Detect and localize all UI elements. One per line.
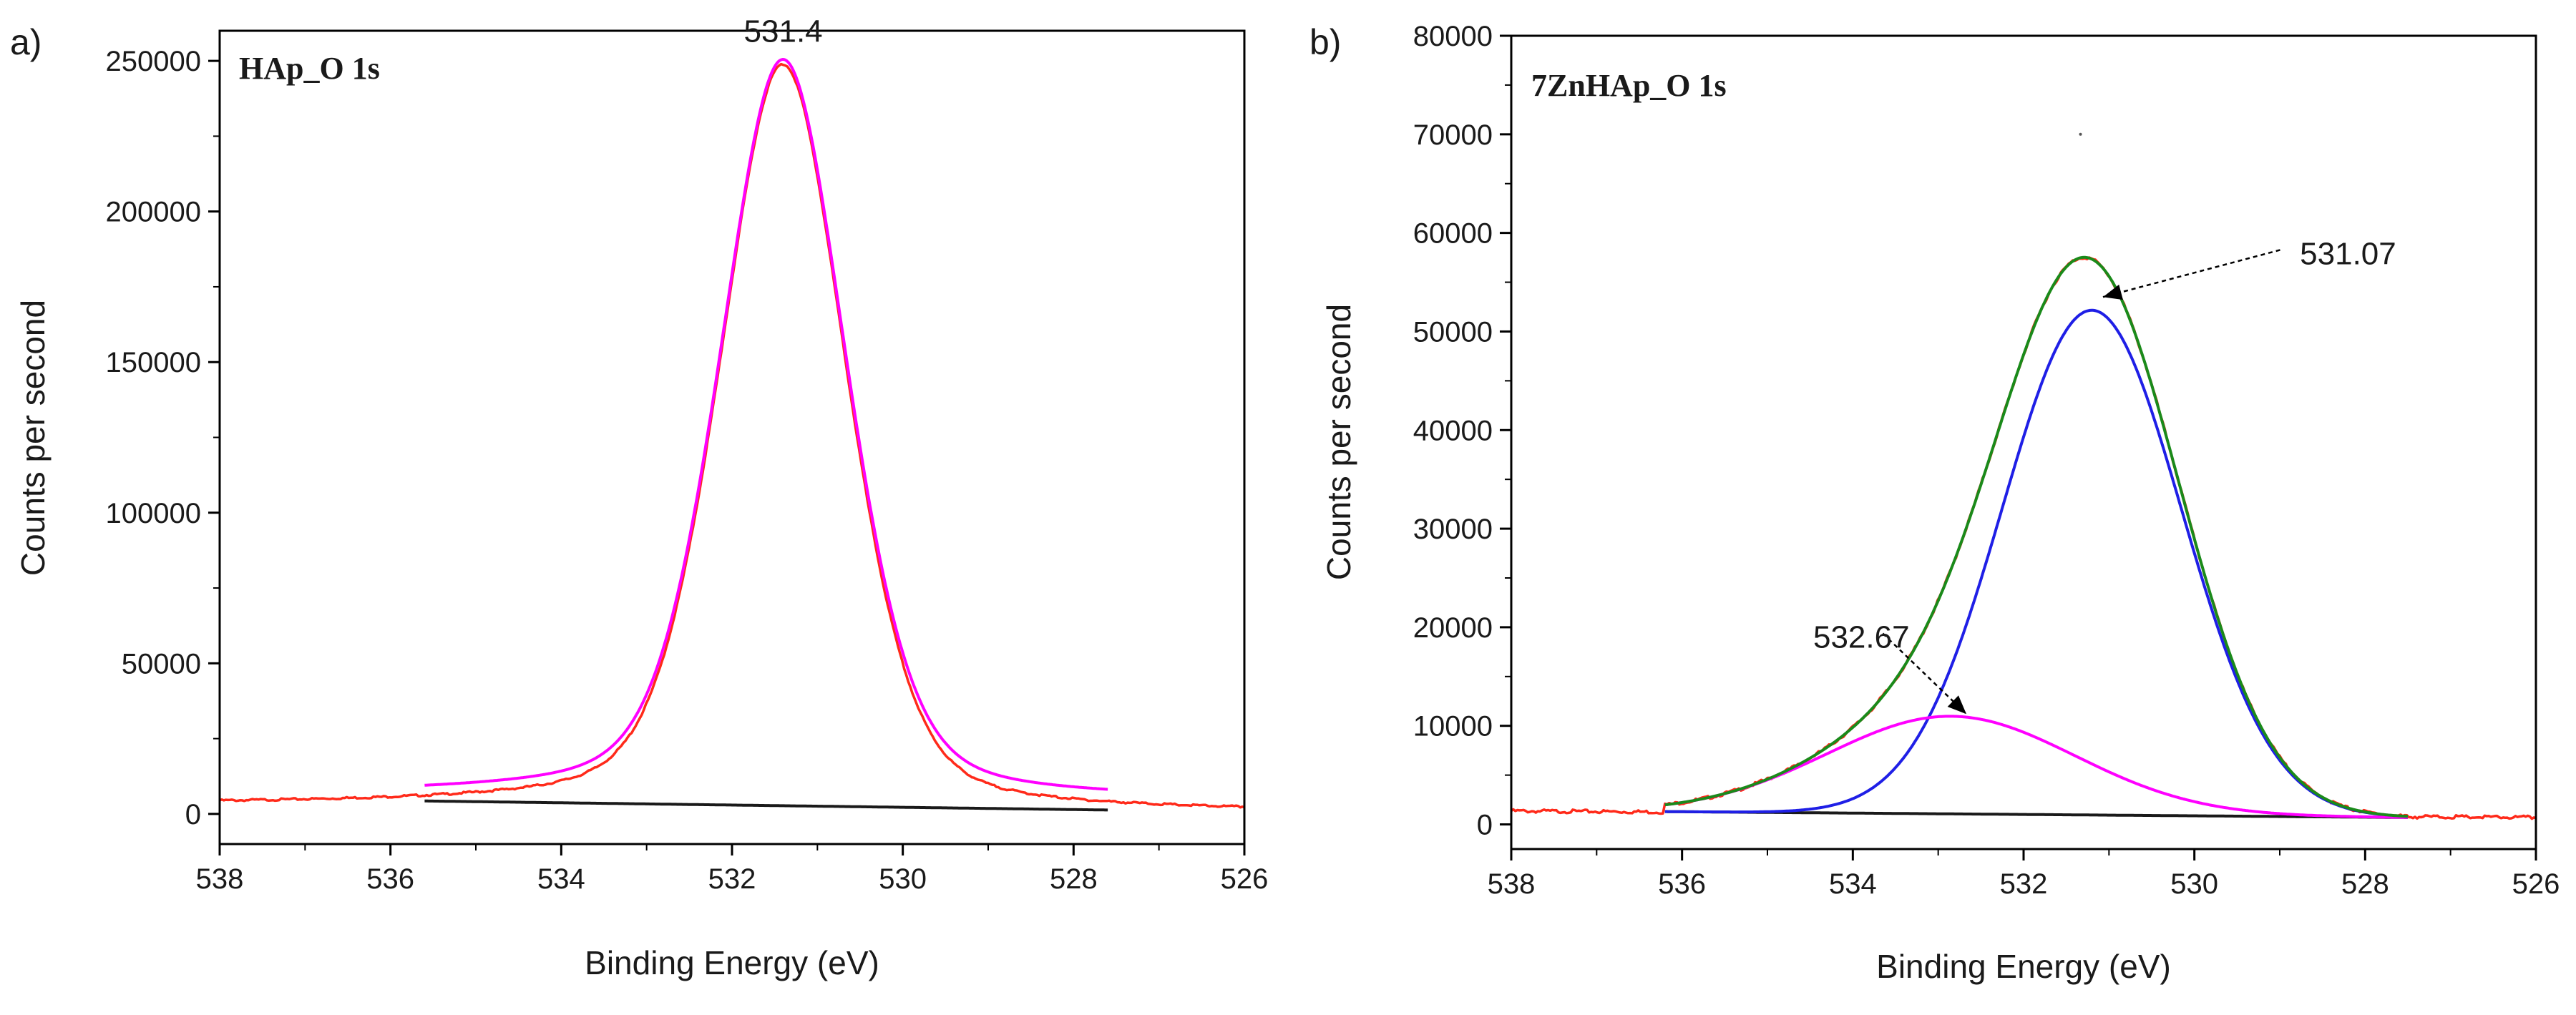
panel-a-series-background [424, 799, 1108, 812]
panel-a-x-tick-label: 536 [366, 863, 414, 895]
panel-b-y-tick-label: 70000 [1413, 119, 1493, 151]
panel-b-annotation-arrow-head [1947, 695, 1967, 715]
panel-b-peak-label: 531.07 [2300, 236, 2396, 271]
panel-b-y-tick-label: 30000 [1413, 514, 1493, 545]
panel-b-y-tick-label: 80000 [1413, 21, 1493, 52]
panel-b-x-tick-label: 526 [2512, 868, 2560, 900]
panel-a-x-tick-label: 530 [879, 863, 927, 895]
panel-a-x-axis-title: Binding Energy (eV) [585, 944, 879, 981]
panel-a-y-tick-label: 250000 [106, 46, 201, 77]
panel-a: a) 538 536 534 532 530 528 526 0 50000 100000 150… [10, 14, 1268, 981]
panel-b-y-axis-title: Counts per second [1320, 304, 1357, 580]
panel-b-stray-dot [2079, 132, 2082, 136]
panel-a-x-tick-label: 526 [1221, 863, 1269, 895]
panel-b-series-measured [1510, 256, 2537, 820]
panel-b-series-component-1 [1664, 715, 2408, 819]
panel-b-peak-label: 532.67 [1813, 620, 1910, 655]
panel-b-x-tick-label: 528 [2341, 868, 2389, 900]
panel-label-b: b) [1309, 22, 1341, 62]
panel-b-x-axis-title: Binding Energy (eV) [1876, 948, 2171, 985]
panel-a-y-tick-label: 0 [185, 799, 201, 830]
panel-a-y-axis-title: Counts per second [14, 300, 52, 576]
panel-b-y-tick-label: 20000 [1413, 612, 1493, 644]
panel-a-curves [219, 58, 1245, 812]
panel-a-x-tick-label: 534 [537, 863, 585, 895]
panel-a-inset-title: HAp_O 1s [239, 51, 380, 86]
panel-a-y-tick-label: 150000 [106, 347, 201, 378]
panel-label-a: a) [10, 22, 42, 62]
panel-b-series-envelope [1664, 255, 2409, 818]
panel-a-x-tick-label: 538 [196, 863, 244, 895]
panel-b-x-tick-label: 536 [1658, 868, 1706, 900]
panel-b-y-tick-label: 60000 [1413, 218, 1493, 250]
panel-a-series-fit [424, 58, 1108, 791]
panel-b-annotations: 531.07 532.67 [1813, 132, 2396, 715]
panel-b-x-tick-label: 532 [2000, 868, 2048, 900]
panel-a-x-tick-label: 532 [708, 863, 756, 895]
panel-b-series-background [1664, 810, 2408, 819]
panel-b-y-ticks: 0 10000 20000 30000 40000 50000 60000 70000 8000… [1413, 21, 1511, 841]
panel-a-y-tick-label: 200000 [106, 197, 201, 228]
panel-b-annotation-arrow-head [2102, 284, 2123, 300]
panel-b-y-tick-label: 50000 [1413, 316, 1493, 348]
panel-a-peak-label: 531.4 [744, 14, 823, 49]
panel-a-y-tick-label: 50000 [122, 648, 201, 680]
panel-a-x-ticks: 538 536 534 532 530 528 526 [196, 844, 1269, 895]
panel-b-x-tick-label: 534 [1829, 868, 1877, 900]
panel-b-x-tick-label: 538 [1488, 868, 1536, 900]
panel-b-plot-frame [1510, 34, 2537, 850]
panel-b-curves [1510, 255, 2537, 820]
panel-a-plot-frame [218, 29, 1246, 845]
panel-b-x-tick-label: 530 [2170, 868, 2218, 900]
panel-b-annotation-arrow-line [2102, 249, 2280, 298]
panel-b-y-tick-label: 10000 [1413, 711, 1493, 742]
panel-a-y-ticks: 0 50000 100000 150000 200000 250000 [106, 46, 220, 830]
panel-b-y-tick-label: 40000 [1413, 415, 1493, 446]
panel-b-y-tick-label: 0 [1477, 810, 1493, 841]
panel-b-x-ticks: 538 536 534 532 530 528 526 [1488, 849, 2560, 900]
panel-b-annotation-arrow-line [1882, 632, 1967, 715]
panel-a-series-measured [219, 62, 1245, 809]
panel-a-y-tick-label: 100000 [106, 498, 201, 529]
panel-b-inset-title: 7ZnHAp_O 1s [1531, 68, 1727, 103]
panel-b-series-component-0 [1664, 308, 2409, 818]
panel-b: b) 538 536 534 532 530 528 526 0 10000 20000 3000… [1309, 21, 2560, 985]
panel-a-annotations: 531.4 [744, 14, 823, 49]
panel-a-x-tick-label: 528 [1050, 863, 1098, 895]
